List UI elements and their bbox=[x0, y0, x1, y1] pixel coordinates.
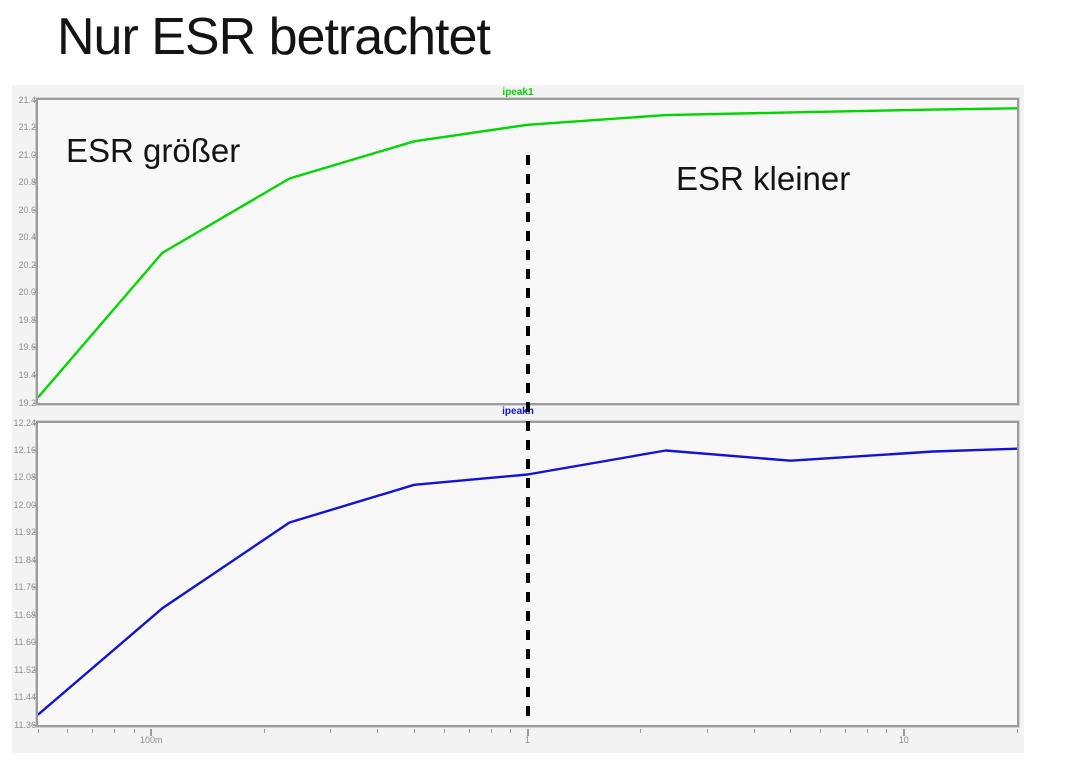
y-tick-mark bbox=[33, 319, 38, 321]
waveform-viewer-window: ipeak1 ipeakn 21.4 21.2 21.0 20.8 20.6 20.4 20… bbox=[12, 85, 1024, 753]
y-tick-label: 12.00 bbox=[13, 499, 36, 510]
y-tick-mark bbox=[33, 127, 38, 129]
x-tick-mark bbox=[133, 729, 135, 733]
y-tick-mark bbox=[33, 182, 38, 184]
dashed-divider-line bbox=[525, 155, 530, 718]
y-tick-label: 21.0 bbox=[18, 149, 36, 160]
trace-label-ipeakn: ipeakn bbox=[502, 406, 534, 417]
y-tick-label: 20.4 bbox=[18, 232, 36, 243]
y-tick-mark bbox=[33, 642, 38, 644]
y-tick-mark bbox=[33, 532, 38, 534]
x-tick-mark bbox=[264, 729, 266, 733]
y-tick-label: 12.08 bbox=[13, 472, 36, 483]
y-tick-mark bbox=[33, 449, 38, 451]
y-tick-label: 11.76 bbox=[14, 582, 36, 593]
trace-ipeak1 bbox=[38, 107, 1017, 399]
y-tick-mark bbox=[33, 347, 38, 349]
x-tick-mark bbox=[413, 729, 415, 733]
x-tick-mark bbox=[886, 729, 888, 733]
y-tick-mark bbox=[33, 292, 38, 294]
y-tick-mark bbox=[33, 99, 38, 101]
annotation-esr-groesser: ESR größer bbox=[66, 132, 241, 169]
y-tick-label: 20.2 bbox=[18, 259, 36, 270]
x-tick-mark bbox=[330, 729, 332, 733]
x-tick-mark bbox=[114, 729, 116, 733]
x-tick-mark bbox=[150, 729, 153, 736]
y-tick-label: 19.4 bbox=[18, 369, 36, 380]
y-tick-label: 19.6 bbox=[18, 342, 36, 353]
y-tick-mark bbox=[33, 669, 38, 671]
y-tick-label: 21.4 bbox=[18, 94, 36, 105]
x-tick-label: 100m bbox=[139, 735, 163, 745]
y-tick-mark bbox=[33, 724, 38, 726]
y-tick-mark bbox=[33, 614, 38, 616]
x-tick-mark bbox=[844, 729, 846, 733]
y-tick-mark bbox=[33, 697, 38, 699]
x-tick-mark bbox=[37, 729, 39, 733]
x-tick-mark bbox=[640, 729, 642, 733]
y-tick-mark bbox=[33, 237, 38, 239]
y-tick-mark bbox=[33, 374, 38, 376]
y-tick-label: 20.8 bbox=[18, 177, 36, 188]
x-tick-mark bbox=[1016, 729, 1018, 733]
y-tick-mark bbox=[33, 209, 38, 211]
x-tick-mark bbox=[819, 729, 821, 733]
x-tick-mark bbox=[377, 729, 379, 733]
x-tick-mark bbox=[490, 729, 492, 733]
x-tick-mark bbox=[753, 729, 755, 733]
y-tick-mark bbox=[33, 504, 38, 506]
annotation-esr-kleiner: ESR kleiner bbox=[676, 160, 851, 197]
y-tick-label: 11.68 bbox=[14, 609, 36, 620]
y-tick-label: 20.0 bbox=[18, 287, 36, 298]
x-tick-mark bbox=[468, 729, 470, 733]
x-tick-mark bbox=[706, 729, 708, 733]
y-tick-mark bbox=[33, 477, 38, 479]
y-tick-mark bbox=[33, 422, 38, 424]
y-tick-mark bbox=[33, 559, 38, 561]
y-tick-mark bbox=[33, 154, 38, 156]
x-tick-label: 10 bbox=[898, 735, 909, 745]
y-tick-mark bbox=[33, 264, 38, 266]
x-tick-mark bbox=[789, 729, 791, 733]
trace-label-ipeak1: ipeak1 bbox=[502, 87, 534, 98]
x-tick-mark bbox=[902, 729, 905, 736]
y-tick-label: 11.52 bbox=[14, 664, 36, 675]
y-tick-label: 11.92 bbox=[14, 527, 36, 538]
y-tick-label: 11.44 bbox=[14, 692, 36, 703]
x-tick-label: 1 bbox=[524, 735, 530, 745]
y-tick-label: 19.8 bbox=[18, 314, 36, 325]
x-tick-mark bbox=[67, 729, 69, 733]
y-tick-label: 11.84 bbox=[14, 554, 36, 565]
y-tick-mark bbox=[33, 402, 38, 404]
trace-line-ipeak1 bbox=[38, 107, 1017, 399]
y-tick-label: 19.2 bbox=[18, 397, 36, 408]
y-tick-label: 11.36 bbox=[14, 719, 36, 730]
x-tick-mark bbox=[443, 729, 445, 733]
y-tick-label: 20.6 bbox=[18, 204, 36, 215]
y-tick-label: 12.24 bbox=[13, 417, 36, 428]
slide-title: Nur ESR betrachtet bbox=[57, 8, 491, 66]
x-tick-mark bbox=[526, 729, 529, 736]
y-tick-label: 21.2 bbox=[18, 122, 36, 133]
x-tick-mark bbox=[866, 729, 868, 733]
x-tick-mark bbox=[92, 729, 94, 733]
x-tick-mark bbox=[509, 729, 511, 733]
y-tick-label: 11.60 bbox=[14, 637, 36, 648]
y-tick-label: 12.16 bbox=[13, 444, 36, 455]
y-tick-mark bbox=[33, 587, 38, 589]
